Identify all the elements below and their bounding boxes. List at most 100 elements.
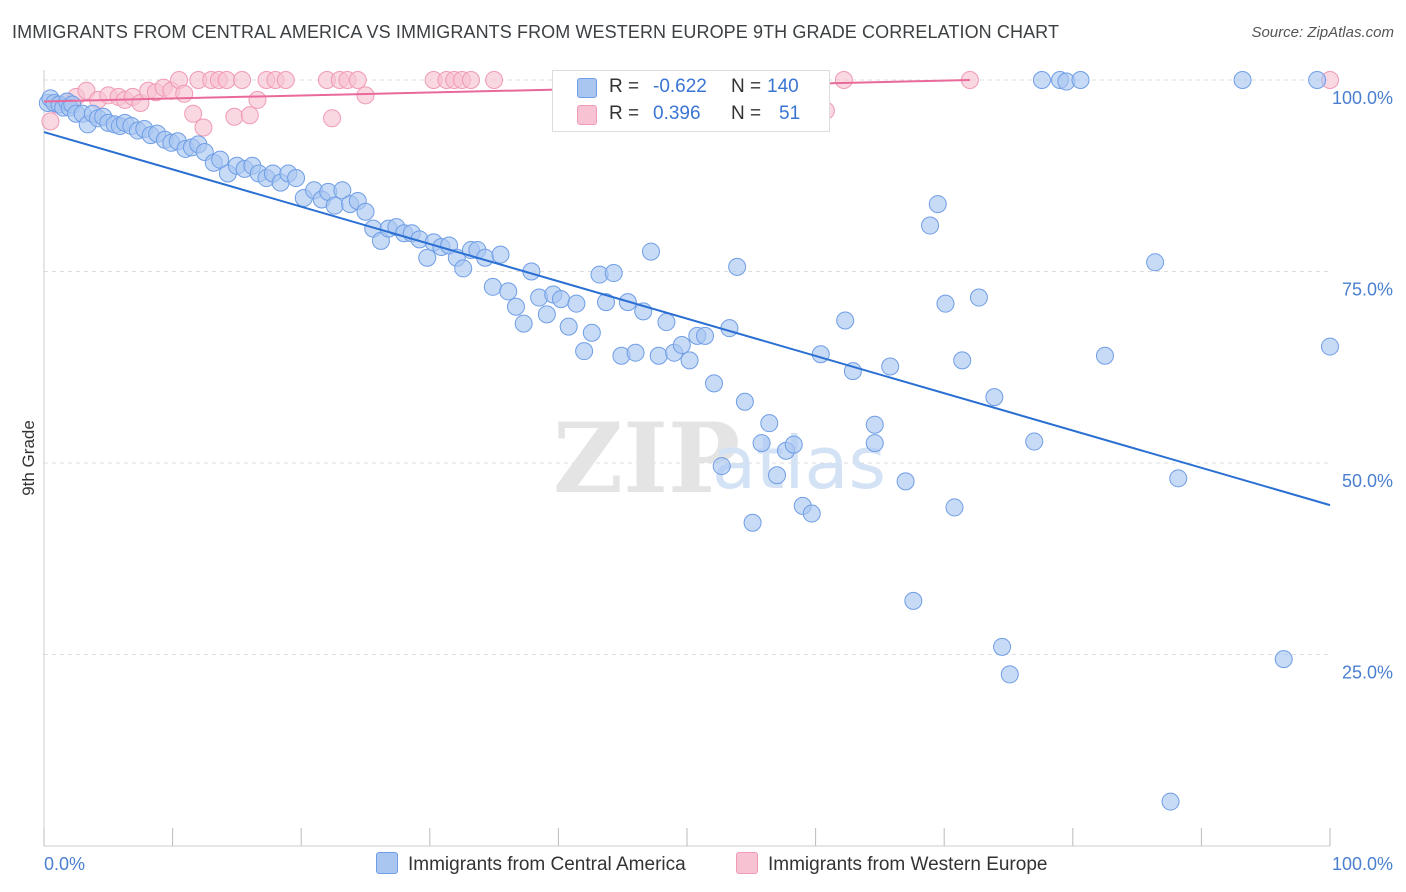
central-america-point [596,293,615,312]
x-ticks [43,828,1331,846]
central-america-point [1321,337,1339,356]
watermark-zip: ZIP [553,402,740,515]
legend-n-value: 51 [779,103,801,124]
central-america-point [945,498,964,517]
central-america-point [356,202,375,221]
central-america-point [1032,71,1051,89]
blue-swatch [577,78,597,98]
central-america-point [491,245,510,264]
central-america-point [696,326,715,345]
bottom-legend-western-europe[interactable]: Immigrants from Western Europe [736,852,1047,878]
bottom-legend-label: Immigrants from Western Europe [768,854,1048,875]
central-america-point [506,297,525,316]
western-europe-point [175,84,194,103]
bottom-legend-central-america[interactable]: Immigrants from Central America [376,852,686,878]
central-america-point [1025,432,1044,451]
central-america-point [649,346,668,365]
central-america-point [211,150,230,169]
legend-row-western-europe: R = 0.396 N = 51 [553,100,829,128]
central-america-point [483,277,502,296]
central-america-point [760,414,779,433]
western-europe-point [276,71,295,89]
central-america-point [802,504,821,523]
central-america-point [333,181,352,200]
central-america-point [735,392,754,411]
legend-n-label: N = [731,103,762,124]
central-america-points [38,71,1339,811]
y-tick-labels: 25.0% 50.0% 75.0% 100.0% [1332,88,1393,683]
central-america-trend-line [43,131,1331,507]
central-america-point [1161,792,1180,811]
central-america-point [896,472,915,491]
western-europe-point [485,71,504,89]
legend-n-value: 140 [767,76,799,97]
central-america-point [928,195,947,214]
legend-r-label: R = [609,103,640,124]
central-america-point [1146,253,1165,272]
central-america-point [705,374,724,393]
central-america-point [626,343,645,362]
watermark: ZIP atlas [553,402,886,515]
central-america-point [752,434,771,453]
central-america-point [1095,346,1114,365]
western-europe-point [233,71,252,89]
western-europe-point [194,118,213,137]
central-america-point [537,305,556,324]
western-europe-point [41,112,60,131]
central-america-point [843,362,862,381]
central-america-point [953,351,972,370]
western-europe-point [356,86,375,105]
x-tick-label-min: 0.0% [44,854,85,874]
central-america-point [768,466,787,485]
central-america-point [575,342,594,361]
central-america-point [865,415,884,434]
central-america-point [1169,469,1188,488]
pink-legend-swatch [736,852,758,874]
central-america-point [514,314,533,333]
y-axis-label: 9th Grade [19,420,38,496]
western-europe-point [184,104,203,123]
western-europe-point [461,71,480,89]
legend-row-central-america: R = -0.622 N = 140 [553,73,829,101]
pink-swatch [577,105,597,125]
source-credit: Source: ZipAtlas.com [1251,24,1394,41]
legend-r-value: -0.622 [653,76,707,97]
central-america-point [582,323,601,342]
legend-r-value: 0.396 [653,103,701,124]
y-tick-label: 25.0% [1342,663,1393,683]
blue-legend-swatch [376,852,398,874]
central-america-point [921,216,940,235]
western-europe-point [217,71,236,89]
legend-n-label: N = [731,76,762,97]
central-america-point [680,351,699,370]
central-america-point [657,313,676,332]
central-america-point [559,317,578,336]
central-america-point [567,294,586,313]
central-america-point [881,357,900,376]
central-america-point [418,248,437,267]
central-america-point [865,434,884,453]
central-america-point [743,513,762,532]
western-europe-point [323,109,342,128]
central-america-point [287,169,306,188]
central-america-point [1000,665,1019,684]
central-america-point [811,345,830,364]
western-europe-point [348,71,367,89]
y-tick-label: 75.0% [1342,280,1393,300]
central-america-point [672,336,691,355]
central-america-point [936,294,955,313]
central-america-point [604,264,623,283]
central-america-point [1233,71,1252,89]
central-america-point [1071,71,1090,89]
central-america-point [1308,71,1327,89]
bottom-legend-label: Immigrants from Central America [408,854,686,875]
western-europe-point [248,90,267,109]
central-america-point [993,637,1012,656]
central-america-point [551,290,570,309]
central-america-point [499,282,518,301]
legend-r-label: R = [609,76,640,97]
central-america-point [904,591,923,610]
x-tick-label-max: 100.0% [1332,854,1393,874]
central-america-point [969,288,988,307]
